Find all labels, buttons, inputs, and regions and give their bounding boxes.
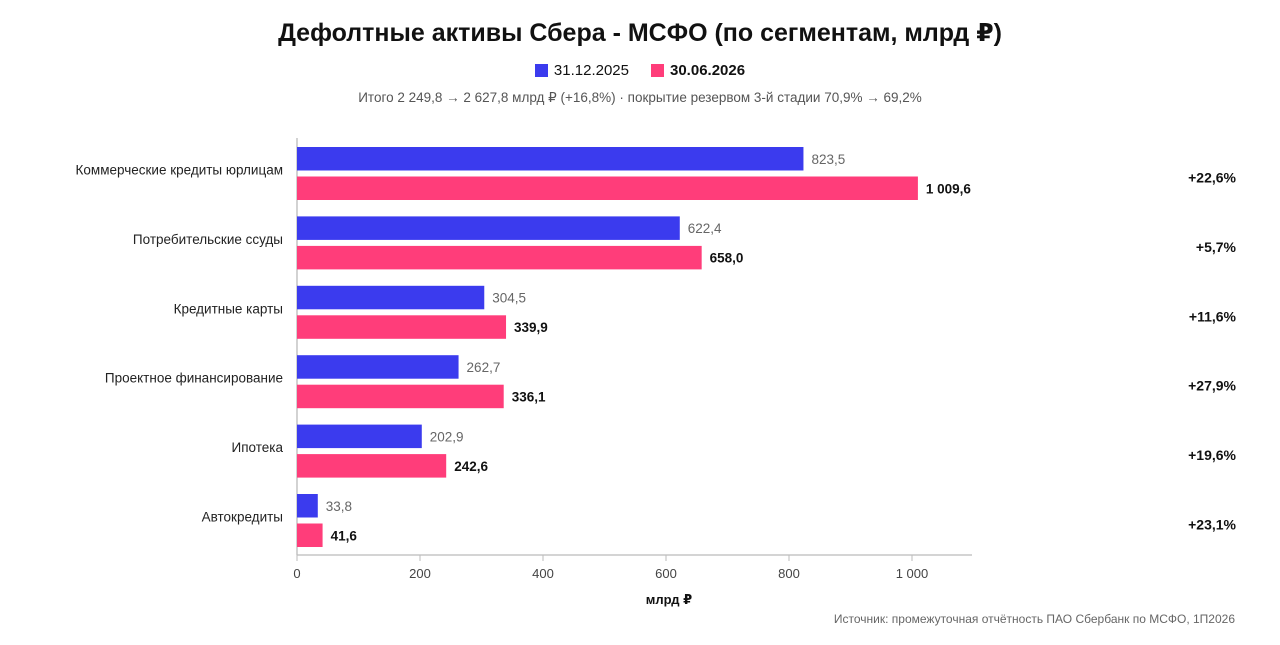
legend-swatch-series2 bbox=[651, 64, 664, 77]
category-label: Проектное финансирование bbox=[105, 371, 283, 386]
x-tick-label: 600 bbox=[655, 566, 677, 581]
change-label: +27,9% bbox=[1188, 378, 1236, 394]
data-label-series1: 262,7 bbox=[467, 360, 501, 375]
data-label-series2: 41,6 bbox=[331, 528, 358, 543]
x-tick-label: 400 bbox=[532, 566, 554, 581]
legend-item-series1: 31.12.2025 bbox=[534, 62, 629, 79]
change-label: +23,1% bbox=[1188, 517, 1236, 533]
category-label: Потребительские ссуды bbox=[133, 232, 283, 247]
data-label-series2: 658,0 bbox=[710, 251, 744, 266]
legend-label-series2: 30.06.2026 bbox=[670, 62, 746, 79]
legend-item-series2: 30.06.2026 bbox=[651, 62, 745, 79]
bar-series2 bbox=[297, 384, 504, 409]
chart-title: Дефолтные активы Сбера - МСФО (по сегмен… bbox=[278, 19, 1002, 47]
bar-series1 bbox=[297, 147, 804, 171]
bar-series2 bbox=[297, 176, 918, 200]
change-label: +5,7% bbox=[1196, 239, 1237, 255]
category-label: Коммерческие кредиты юрлицам bbox=[76, 163, 283, 178]
bar-series2 bbox=[297, 523, 323, 547]
data-label-series2: 339,9 bbox=[514, 320, 548, 335]
source-note: Источник: промежуточная отчётность ПАО С… bbox=[833, 612, 1235, 626]
data-label-series1: 622,4 bbox=[688, 221, 722, 236]
change-label: +22,6% bbox=[1188, 170, 1236, 186]
x-tick-label: 1 000 bbox=[896, 566, 929, 581]
legend-swatch-series1 bbox=[534, 64, 548, 77]
x-tick-label: 0 bbox=[293, 566, 300, 581]
category-label: Ипотека bbox=[232, 440, 284, 455]
change-label: +11,6% bbox=[1189, 308, 1237, 324]
legend-label-series1: 31.12.2025 bbox=[553, 62, 629, 79]
bar-series1 bbox=[297, 216, 680, 240]
x-axis-label: млрд ₽ bbox=[646, 592, 692, 607]
x-tick-label: 800 bbox=[778, 566, 800, 581]
category-label: Кредитные карты bbox=[174, 301, 283, 316]
data-label-series1: 304,5 bbox=[492, 291, 526, 306]
bar-series1 bbox=[297, 494, 318, 518]
change-label: +19,6% bbox=[1188, 447, 1236, 463]
chart-subtitle: Итого 2 249,8 → 2 627,8 млрд ₽ (+16,8%) … bbox=[358, 90, 922, 105]
bar-series2 bbox=[297, 315, 507, 339]
category-label: Автокредиты bbox=[202, 510, 283, 525]
bar-series1 bbox=[297, 424, 422, 449]
data-label-series2: 242,6 bbox=[454, 459, 488, 474]
data-label-series2: 336,1 bbox=[512, 389, 546, 404]
bar-series1 bbox=[297, 355, 459, 379]
bar-series2 bbox=[297, 454, 447, 478]
data-label-series1: 202,9 bbox=[430, 429, 464, 444]
data-label-series2: 1 009,6 bbox=[926, 181, 972, 196]
bar-series1 bbox=[297, 285, 485, 310]
x-tick-label: 200 bbox=[409, 566, 431, 581]
data-label-series1: 33,8 bbox=[326, 499, 352, 514]
legend: 31.12.2025 30.06.2026 bbox=[0, 62, 1280, 79]
bar-series2 bbox=[297, 245, 702, 270]
data-label-series1: 823,5 bbox=[811, 152, 845, 167]
